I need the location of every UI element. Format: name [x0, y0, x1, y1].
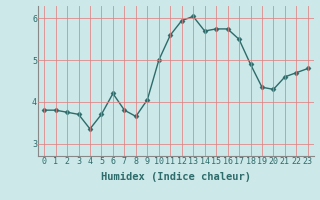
X-axis label: Humidex (Indice chaleur): Humidex (Indice chaleur)	[101, 172, 251, 182]
